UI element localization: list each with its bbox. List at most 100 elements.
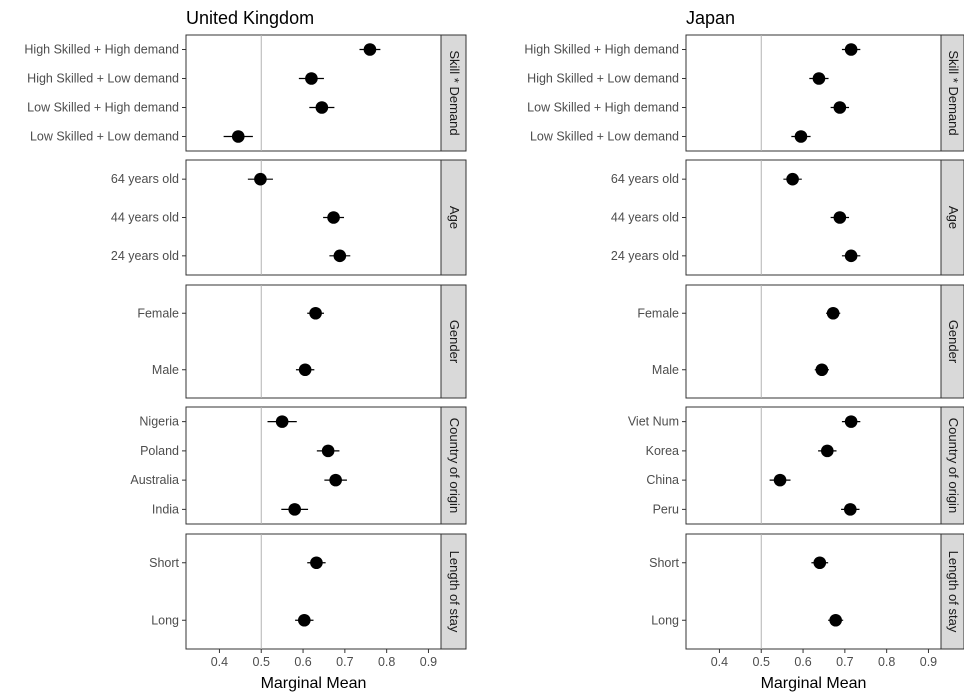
estimate-point [833, 101, 847, 114]
strip-background [940, 159, 964, 276]
y-tick-label: Short [649, 556, 679, 570]
estimate-3: Low Skilled + Low demand [30, 130, 253, 144]
strip-background [440, 406, 467, 525]
estimate-point [309, 306, 322, 320]
x-axis-title: Marginal Mean [261, 675, 367, 692]
estimate-point [288, 503, 301, 516]
y-tick-label: 24 years old [111, 249, 179, 263]
estimate-3: Low Skilled + Low demand [530, 130, 811, 144]
facet-1: Japan Skill * Demand High Skilled + High d… [524, 8, 964, 692]
strip-background [940, 34, 964, 152]
panel-frame [685, 159, 942, 276]
y-tick-label: Long [651, 613, 679, 627]
y-tick-label: 64 years old [111, 172, 179, 186]
estimate-2: 24 years old [111, 249, 351, 263]
y-tick-label: Viet Num [628, 415, 679, 429]
estimate-0: 64 years old [111, 172, 273, 186]
estimate-1: 44 years old [611, 211, 850, 225]
x-tick-label: 0.8 [378, 655, 395, 669]
panel-0: Skill * Demand High Skilled + High demand… [524, 34, 964, 152]
estimate-point [231, 130, 245, 143]
strip-label: Country of origin [946, 418, 961, 513]
estimate-3: India [152, 502, 309, 516]
y-tick-label: Long [151, 613, 179, 627]
estimate-1: 44 years old [111, 211, 345, 225]
estimate-point [329, 473, 342, 487]
panel-frame [185, 406, 442, 525]
strip-label: Age [447, 206, 462, 229]
estimate-0: High Skilled + High demand [24, 43, 381, 57]
estimate-0: Female [637, 306, 841, 320]
panel-2: Gender Female Male [637, 284, 964, 399]
estimate-point [815, 363, 829, 377]
y-tick-label: 64 years old [611, 172, 679, 186]
y-tick-label: Low Skilled + Low demand [30, 130, 179, 144]
estimate-point [829, 613, 842, 627]
y-tick-label: Male [652, 363, 679, 377]
estimate-0: Viet Num [628, 415, 861, 429]
strip-label: Length of stay [447, 551, 462, 633]
x-tick-label: 0.9 [920, 655, 937, 669]
panel-1: Age 64 years old 44 years old 24 years old [611, 159, 964, 276]
y-tick-label: China [646, 473, 679, 487]
estimate-point [305, 72, 318, 85]
panel-3: Country of origin Viet Num Korea China Peru [628, 406, 964, 525]
panel-frame [185, 284, 442, 399]
estimate-point [820, 444, 834, 458]
facet-title: United Kingdom [186, 8, 314, 28]
x-tick-label: 0.4 [711, 655, 728, 669]
y-tick-label: Low Skilled + High demand [527, 101, 679, 115]
facet-0: United Kingdom Skill * Demand High Skilled… [24, 8, 467, 692]
panel-4: Length of stay Short Long [149, 533, 467, 650]
estimate-1: Korea [646, 444, 837, 458]
estimate-point [327, 211, 340, 224]
strip-label: Length of stay [946, 551, 961, 633]
x-tick-label: 0.6 [294, 655, 311, 669]
facet-title: Japan [686, 8, 735, 28]
y-tick-label: 44 years old [611, 211, 679, 225]
estimate-point [275, 415, 289, 428]
x-axis: 0.4 0.5 0.6 0.7 0.8 0.9 [211, 649, 437, 669]
panel-3: Country of origin Nigeria Poland Australia I… [130, 406, 467, 525]
estimate-point [844, 249, 858, 263]
x-tick-label: 0.4 [211, 655, 228, 669]
panel-frame [685, 406, 942, 525]
estimate-0: Nigeria [139, 415, 297, 429]
estimate-2: China [646, 473, 791, 487]
y-tick-label: Low Skilled + High demand [27, 101, 179, 115]
y-tick-label: 44 years old [111, 211, 179, 225]
y-tick-label: Korea [646, 444, 679, 458]
panel-frame [185, 533, 442, 650]
x-tick-label: 0.6 [794, 655, 811, 669]
x-tick-label: 0.8 [878, 655, 895, 669]
strip-background [440, 284, 467, 399]
estimate-point [298, 363, 312, 377]
x-tick-label: 0.7 [336, 655, 353, 669]
strip-label: Country of origin [447, 418, 462, 513]
panel-0: Skill * Demand High Skilled + High demand… [24, 34, 467, 152]
x-tick-label: 0.7 [836, 655, 853, 669]
estimate-0: Short [149, 556, 326, 570]
strip-background [940, 406, 964, 525]
strip-label: Gender [946, 320, 961, 364]
panel-1: Age 64 years old 44 years old 24 years old [111, 159, 467, 276]
estimate-point [843, 503, 857, 516]
estimate-1: High Skilled + Low demand [527, 72, 829, 86]
estimate-point [298, 613, 311, 627]
y-tick-label: Short [149, 556, 179, 570]
estimate-1: Long [651, 613, 844, 627]
y-tick-label: Male [152, 363, 179, 377]
x-tick-label: 0.5 [753, 655, 770, 669]
panel-frame [685, 284, 942, 399]
strip-background [940, 533, 964, 650]
panel-frame [685, 533, 942, 650]
y-tick-label: India [152, 502, 179, 516]
estimate-point [363, 43, 377, 56]
estimate-point [794, 130, 808, 143]
estimate-2: Low Skilled + High demand [27, 101, 335, 115]
strip-label: Skill * Demand [946, 50, 961, 135]
x-tick-label: 0.9 [420, 655, 437, 669]
y-tick-label: Poland [140, 444, 179, 458]
y-tick-label: High Skilled + High demand [24, 43, 179, 57]
